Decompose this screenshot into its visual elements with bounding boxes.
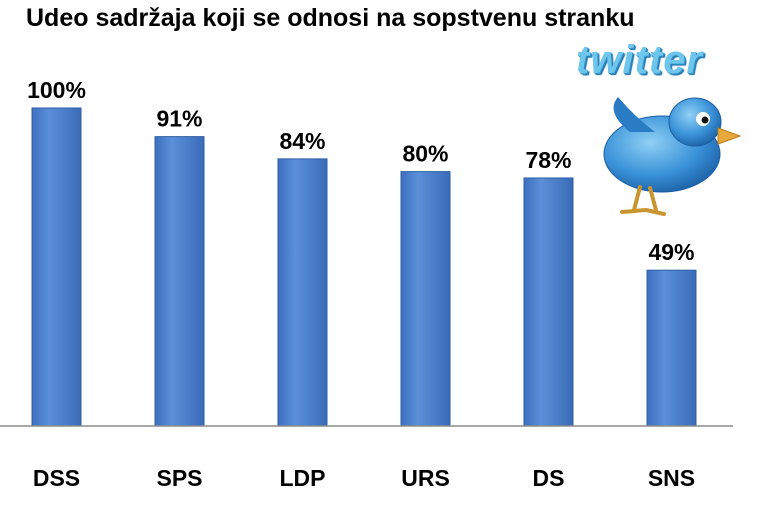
value-label-dss: 100%	[27, 77, 86, 103]
twitter-logo: twitter	[576, 38, 703, 82]
bar-dss	[31, 107, 82, 427]
category-label-ldp: LDP	[280, 465, 326, 491]
category-label-ds: DS	[533, 465, 565, 491]
category-label-urs: URS	[401, 465, 450, 491]
value-label-sns: 49%	[648, 239, 694, 265]
category-label-dss: DSS	[33, 465, 80, 491]
bar-ds	[523, 177, 574, 427]
value-label-sps: 91%	[156, 106, 202, 132]
value-label-ldp: 84%	[279, 128, 325, 154]
bar-urs	[400, 171, 451, 427]
value-label-urs: 80%	[402, 141, 448, 167]
value-label-ds: 78%	[525, 147, 571, 173]
bar-sps	[154, 136, 205, 427]
bar-sns	[646, 269, 697, 427]
bar-ldp	[277, 158, 328, 427]
twitter-bird-icon	[603, 97, 742, 216]
category-label-sps: SPS	[156, 465, 202, 491]
chart-title: Udeo sadržaja koji se odnosi na sopstven…	[26, 4, 635, 32]
category-label-sns: SNS	[648, 465, 695, 491]
